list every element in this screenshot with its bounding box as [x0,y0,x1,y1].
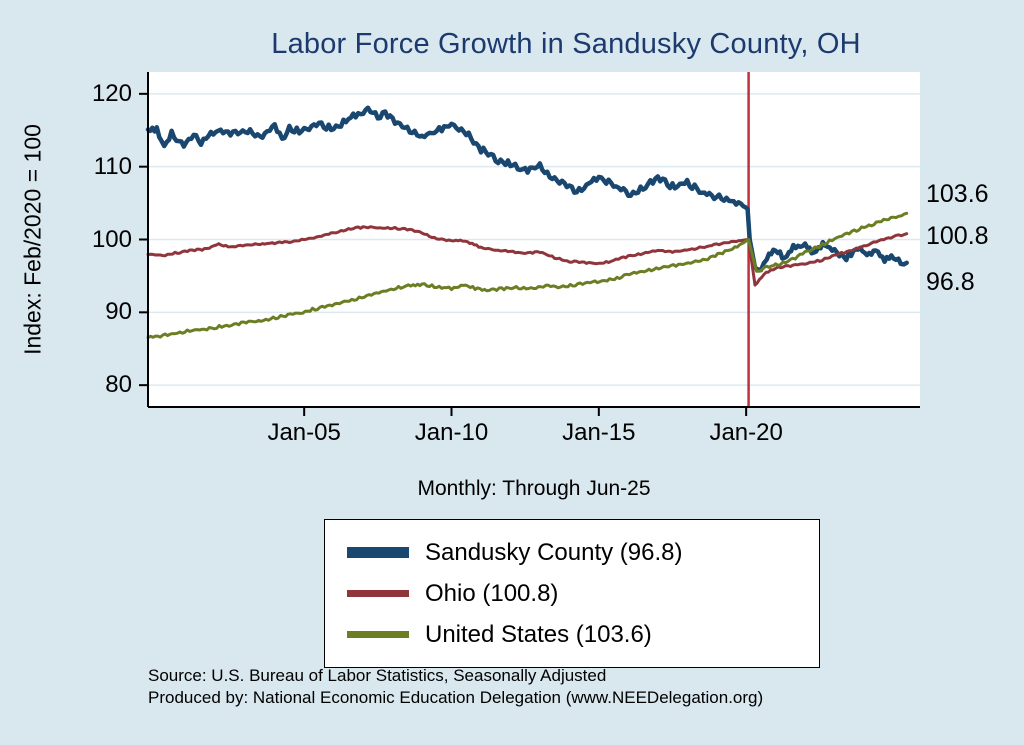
legend-box: Sandusky County (96.8) Ohio (100.8) Unit… [324,519,820,668]
x-tick-label-Jan-20: Jan-20 [709,419,783,446]
legend-swatch-united-states [347,631,409,638]
x-tick-label-Jan-10: Jan-10 [414,419,489,446]
y-tick-label-120: 120 [91,79,132,107]
x-tick-label-Jan-15: Jan-15 [562,419,636,446]
legend-item-ohio: Ohio (100.8) [325,573,819,614]
legend-label-sandusky-county: Sandusky County (96.8) [425,538,683,566]
y-tick-label-90: 90 [105,298,132,326]
legend-item-united-states: United States (103.6) [325,614,819,655]
y-tick-label-80: 80 [105,371,132,399]
end-value-ohio: 100.8 [926,222,989,250]
x-tick-label-Jan-05: Jan-05 [267,419,341,446]
legend-swatch-sandusky-county [347,547,409,558]
footer-source-note: Source: U.S. Bureau of Labor Statistics,… [148,666,607,685]
series-line-0 [145,105,909,273]
legend-label-ohio: Ohio (100.8) [425,579,559,607]
y-axis-label: Index: Feb/2020 = 100 [19,124,46,355]
plot-canvas [139,72,920,416]
legend-label-united-states: United States (103.6) [425,620,652,648]
legend-item-sandusky-county: Sandusky County (96.8) [325,532,819,573]
footer-produced-by-note: Produced by: National Economic Education… [148,688,764,707]
y-tick-label-110: 110 [93,152,132,180]
plot-area [139,72,920,416]
chart-title: Labor Force Growth in Sandusky County, O… [271,28,861,60]
end-value-sandusky-county: 96.8 [926,268,975,296]
legend-swatch-ohio [347,590,409,597]
end-value-united-states: 103.6 [926,180,989,208]
y-tick-label-100: 100 [91,225,132,253]
series-line-1 [146,225,909,287]
series-line-2 [146,211,909,340]
x-axis-subtitle: Monthly: Through Jun-25 [417,477,651,500]
